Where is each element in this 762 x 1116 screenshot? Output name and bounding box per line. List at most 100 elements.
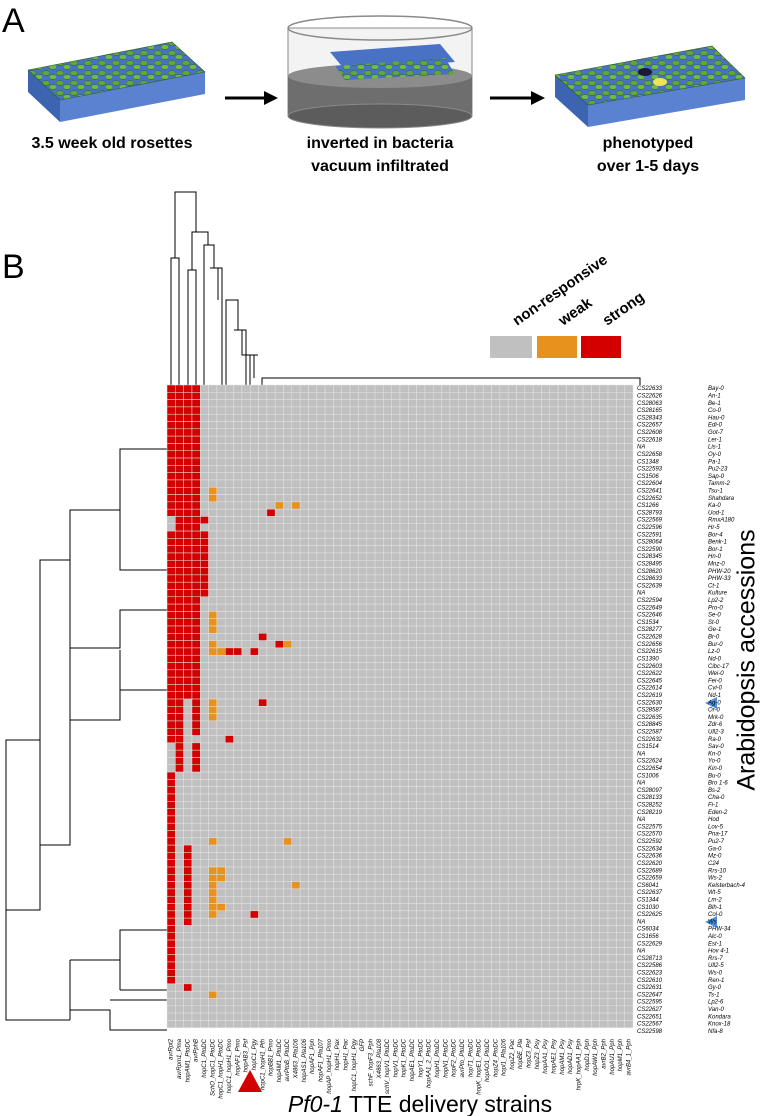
heatmap-cell: [366, 633, 376, 641]
heatmap-cell: [616, 676, 625, 685]
heatmap-cell: [391, 611, 401, 619]
heatmap-cell: [175, 947, 184, 955]
heatmap-cell: [541, 852, 551, 860]
heatmap-cell: [200, 392, 209, 400]
heatmap-cell: [458, 603, 467, 612]
heatmap-cell: [316, 844, 326, 853]
heatmap-cell: [491, 815, 501, 824]
heatmap-cell: [408, 728, 417, 736]
heatmap-cell: [532, 384, 542, 393]
heatmap-cell: [349, 728, 359, 736]
heatmap-cell: [208, 691, 218, 700]
heatmap-cell: [208, 749, 218, 758]
heatmap-cell: [507, 574, 517, 583]
heatmap-cell: [499, 1012, 509, 1021]
heatmap-cell: [358, 793, 367, 802]
heatmap-cell: [582, 990, 592, 999]
heatmap-cell: [532, 545, 542, 554]
heatmap-cell: [541, 443, 551, 451]
heatmap-cell: [383, 516, 392, 525]
heatmap-cell: [225, 866, 234, 875]
heatmap-cell: [166, 684, 176, 692]
heatmap-cell: [458, 435, 467, 444]
heatmap-cell: [616, 479, 625, 488]
heatmap-cell: [566, 742, 576, 751]
heatmap-cell: [574, 633, 584, 641]
heatmap-cell: [366, 647, 376, 656]
heatmap-cell: [258, 728, 268, 736]
heatmap-cell: [624, 589, 634, 598]
heatmap-cell: [249, 728, 259, 736]
heatmap-cell: [408, 691, 417, 700]
heatmap-cell: [624, 392, 634, 400]
heatmap-cell: [333, 735, 342, 744]
heatmap-cell: [582, 611, 592, 619]
heatmap-cell: [308, 888, 318, 897]
heatmap-cell: [566, 654, 576, 663]
heatmap-cell: [383, 895, 392, 904]
heatmap-cell: [408, 801, 417, 809]
heatmap-cell: [333, 618, 342, 627]
heatmap-cell: [524, 450, 534, 459]
heatmap-cell: [324, 552, 334, 561]
heatmap-cell: [449, 530, 459, 539]
heatmap-cell: [258, 859, 268, 868]
heatmap-cell: [466, 713, 476, 722]
heatmap-cell: [341, 742, 351, 751]
heatmap-cell: [458, 779, 467, 787]
heatmap-cell: [191, 567, 201, 576]
heatmap-cell: [225, 603, 234, 612]
heatmap-cell: [283, 779, 293, 787]
heatmap-cell: [541, 435, 551, 444]
heatmap-cell: [249, 947, 259, 955]
heatmap-cell: [383, 910, 392, 919]
heatmap-cell: [507, 713, 517, 722]
heatmap-cell: [541, 713, 551, 722]
heatmap-cell: [399, 392, 409, 400]
heatmap-cell: [266, 494, 276, 503]
heatmap-cell: [499, 552, 509, 561]
heatmap-cell: [341, 1005, 351, 1014]
heatmap-cell: [374, 976, 384, 985]
heatmap-cell: [557, 457, 567, 466]
heatmap-cell: [466, 472, 476, 481]
heatmap-cell: [291, 530, 301, 539]
heatmap-cell: [291, 713, 301, 722]
heatmap-cell: [200, 815, 209, 824]
heatmap-cell: [225, 830, 234, 839]
heatmap-cell: [433, 932, 442, 941]
heatmap-cell: [549, 647, 559, 656]
heatmap-cell: [183, 728, 193, 736]
heatmap-cell: [274, 603, 284, 612]
heatmap-cell: [507, 786, 517, 795]
heatmap-cell: [358, 479, 367, 488]
heatmap-cell: [249, 523, 259, 532]
heatmap-cell: [532, 822, 542, 831]
heatmap-cell: [358, 530, 367, 539]
heatmap-cell: [249, 486, 259, 495]
heatmap-cell: [416, 465, 426, 473]
heatmap-cell: [208, 1020, 218, 1028]
heatmap-cell: [557, 808, 567, 817]
heatmap-cell: [183, 852, 193, 860]
heatmap-cell: [308, 801, 318, 809]
heatmap-cell: [241, 742, 251, 751]
heatmap-cell: [183, 603, 193, 612]
heatmap-cell: [516, 413, 526, 422]
heatmap-cell: [175, 618, 184, 627]
heatmap-cell: [582, 406, 592, 415]
heatmap-cell: [474, 881, 484, 890]
heatmap-cell: [433, 530, 442, 539]
heatmap-cell: [449, 662, 459, 671]
heatmap-cell: [274, 581, 284, 590]
heatmap-cell: [516, 881, 526, 890]
heatmap-cell: [274, 939, 284, 948]
heatmap-cell: [507, 859, 517, 868]
heatmap-cell: [316, 742, 326, 751]
heatmap-cell: [358, 932, 367, 941]
heatmap-cell: [507, 618, 517, 627]
heatmap-cell: [358, 399, 367, 408]
heatmap-cell: [216, 779, 226, 787]
heatmap-cell: [258, 969, 268, 977]
heatmap-cell: [624, 567, 634, 576]
